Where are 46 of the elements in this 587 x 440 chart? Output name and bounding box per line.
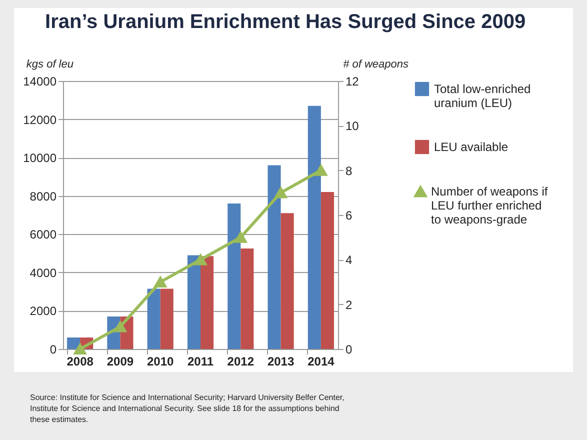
x-tick-label: 2009 — [106, 354, 134, 368]
y2-tick-label: 8 — [346, 164, 352, 178]
y-tick-label: 12000 — [23, 112, 57, 127]
y-tick-label: 0 — [50, 342, 57, 356]
point — [314, 164, 328, 176]
y2-tick-label: 12 — [346, 74, 360, 88]
bar — [67, 338, 80, 349]
bar — [200, 256, 214, 349]
y2-tick-label: 10 — [346, 119, 360, 134]
point — [194, 254, 207, 266]
y-tick-label: 8000 — [30, 189, 57, 204]
y2-tick-label: 4 — [346, 253, 352, 268]
y2-axis-title: # of weapons — [343, 58, 409, 70]
x-tick-label: 2008 — [66, 354, 94, 368]
x-tick-label: 2010 — [147, 354, 174, 368]
y-tick-label: 2000 — [30, 304, 57, 318]
y-tick-label: 10000 — [23, 151, 57, 166]
bar — [240, 248, 254, 349]
y-tick-label: 14000 — [23, 74, 57, 88]
point — [274, 187, 288, 198]
y2-tick-label: 6 — [346, 208, 352, 222]
y-axis-title: kgs of leu — [26, 58, 74, 70]
legend-label: Total low-enriched uranium (LEU) — [434, 82, 531, 110]
bar — [308, 106, 321, 349]
y2-tick-label: 2 — [346, 298, 352, 312]
x-tick-label: 2013 — [267, 354, 294, 368]
y2-tick-label: 0 — [346, 342, 352, 356]
chart-title: Iran’s Uranium Enrichment Has Surged Since 2009 — [45, 11, 526, 33]
legend-label: LEU available — [434, 140, 508, 154]
bar — [187, 255, 200, 349]
x-tick-label: 2012 — [227, 354, 254, 368]
y-tick-label: 6000 — [30, 228, 57, 242]
bar — [228, 204, 241, 349]
source-note: Source: Institute for Science and International Security; Harvard University Belfer Center, Institute for Science and International Security. See slide 18 for the assumptions behind these estimates. — [30, 392, 346, 425]
bar — [147, 288, 160, 349]
point — [154, 276, 167, 288]
bar — [268, 165, 281, 349]
x-tick-label: 2014 — [308, 354, 335, 368]
bar — [280, 213, 294, 349]
bar — [320, 192, 334, 349]
legend-label: Number of weapons if LEU further enriched to weapons-grade — [431, 184, 548, 226]
y-tick-label: 4000 — [30, 266, 57, 280]
point — [234, 232, 247, 243]
x-tick-label: 2011 — [187, 354, 214, 368]
point — [74, 343, 86, 355]
bar — [160, 288, 174, 349]
